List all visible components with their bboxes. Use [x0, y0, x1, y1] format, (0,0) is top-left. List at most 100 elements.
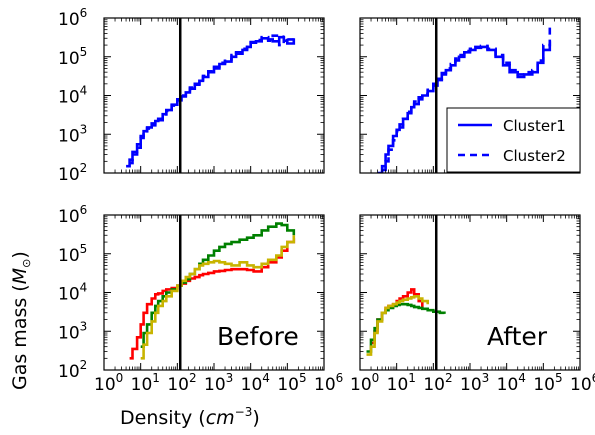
y-tick-base: 10	[58, 49, 80, 69]
y-tick-label: 103	[58, 122, 87, 146]
y-tick-base: 10	[58, 10, 80, 30]
x-tick-label: 101	[131, 371, 160, 395]
y-tick-label: 104	[58, 281, 87, 305]
x-tick-label: 100	[94, 371, 123, 395]
x-tick-base: 10	[387, 375, 409, 395]
y-tick-exp: 5	[80, 45, 88, 59]
x-tick-base: 10	[350, 375, 372, 395]
x-tick-exp: 4	[518, 371, 526, 385]
y-tick-base: 10	[58, 323, 80, 343]
y-tick-exp: 5	[80, 242, 88, 256]
x-tick-exp: 1	[408, 371, 416, 385]
y-tick-exp: 4	[80, 84, 88, 98]
y-tick-exp: 4	[80, 281, 88, 295]
y-tick-label: 103	[58, 319, 87, 343]
y-tick-base: 10	[58, 126, 80, 146]
x-tick-base: 10	[131, 375, 153, 395]
x-tick-label: 106	[314, 371, 343, 395]
x-tick-base: 10	[241, 375, 263, 395]
x-tick-label: 101	[387, 371, 416, 395]
x-tick-base: 10	[314, 375, 336, 395]
x-tick-label: 103	[460, 371, 489, 395]
y-tick-exp: 2	[80, 358, 88, 372]
x-tick-exp: 0	[372, 371, 380, 385]
y-tick-label: 105	[58, 45, 87, 69]
series-line-2	[366, 295, 429, 356]
x-tick-label: 104	[241, 371, 270, 395]
x-tick-label: 102	[423, 371, 452, 395]
x-tick-exp: 4	[262, 371, 270, 385]
x-tick-label: 104	[497, 371, 526, 395]
legend-label-cluster1: Cluster1	[503, 117, 566, 135]
series-group	[126, 34, 296, 168]
series-group	[377, 24, 552, 173]
x-axis-title: Density (cm−3)	[120, 405, 260, 429]
series-line-1	[129, 34, 296, 165]
series-group	[366, 288, 446, 356]
y-tick-label: 102	[58, 358, 87, 382]
y-axis-title-sub: ⊙	[20, 259, 33, 268]
x-tick-base: 10	[277, 375, 299, 395]
x-tick-base: 10	[570, 375, 592, 395]
x-axis-title-close: )	[252, 407, 259, 429]
x-tick-exp: 6	[336, 371, 344, 385]
x-tick-base: 10	[497, 375, 519, 395]
y-tick-base: 10	[58, 285, 80, 305]
y-tick-base: 10	[58, 362, 80, 382]
y-tick-label: 106	[58, 203, 87, 227]
legend: Cluster1 Cluster2	[446, 107, 581, 173]
y-axis-title-text: Gas mass (	[9, 284, 31, 390]
series-line-0	[129, 238, 296, 360]
y-tick-base: 10	[58, 88, 80, 108]
y-tick-exp: 2	[80, 161, 88, 175]
series-line-1	[382, 24, 552, 172]
y-tick-label: 106	[58, 6, 87, 30]
x-tick-exp: 3	[482, 371, 490, 385]
legend-label-cluster2: Cluster2	[503, 147, 566, 165]
x-tick-exp: 0	[116, 371, 124, 385]
x-tick-exp: 3	[226, 371, 234, 385]
x-tick-base: 10	[94, 375, 116, 395]
x-tick-label: 105	[277, 371, 306, 395]
y-tick-exp: 3	[80, 122, 88, 136]
series-group	[129, 222, 296, 360]
y-tick-exp: 3	[80, 319, 88, 333]
x-tick-base: 10	[460, 375, 482, 395]
x-tick-base: 10	[204, 375, 226, 395]
panel-label-after: After	[487, 322, 548, 351]
y-tick-label: 102	[58, 161, 87, 185]
x-tick-exp: 5	[299, 371, 307, 385]
y-tick-label: 104	[58, 84, 87, 108]
x-tick-exp: 1	[152, 371, 160, 385]
y-tick-base: 10	[58, 246, 80, 266]
y-tick-base: 10	[58, 165, 80, 185]
x-tick-label: 100	[350, 371, 379, 395]
x-tick-exp: 5	[555, 371, 563, 385]
y-tick-base: 10	[58, 207, 80, 227]
series-line-2	[140, 235, 296, 360]
x-tick-base: 10	[167, 375, 189, 395]
y-tick-exp: 6	[80, 6, 88, 20]
x-axis-title-text: Density (	[120, 407, 206, 429]
x-tick-exp: 6	[592, 371, 595, 385]
legend-box	[446, 107, 581, 173]
x-axis-title-exp: −3	[235, 405, 253, 419]
x-tick-base: 10	[533, 375, 555, 395]
y-tick-exp: 6	[80, 203, 88, 217]
x-tick-exp: 2	[445, 371, 453, 385]
series-line-1	[366, 302, 446, 353]
series-line-0	[126, 35, 296, 168]
y-tick-label: 105	[58, 242, 87, 266]
x-tick-exp: 2	[189, 371, 197, 385]
y-axis-title: Gas mass (M⊙)	[9, 251, 33, 390]
panel-label-before: Before	[217, 322, 299, 351]
x-tick-label: 106	[570, 371, 595, 395]
x-tick-label: 103	[204, 371, 233, 395]
y-axis-title-unit: M	[9, 268, 31, 284]
x-axis-title-unit: cm	[206, 407, 235, 429]
x-tick-base: 10	[423, 375, 445, 395]
